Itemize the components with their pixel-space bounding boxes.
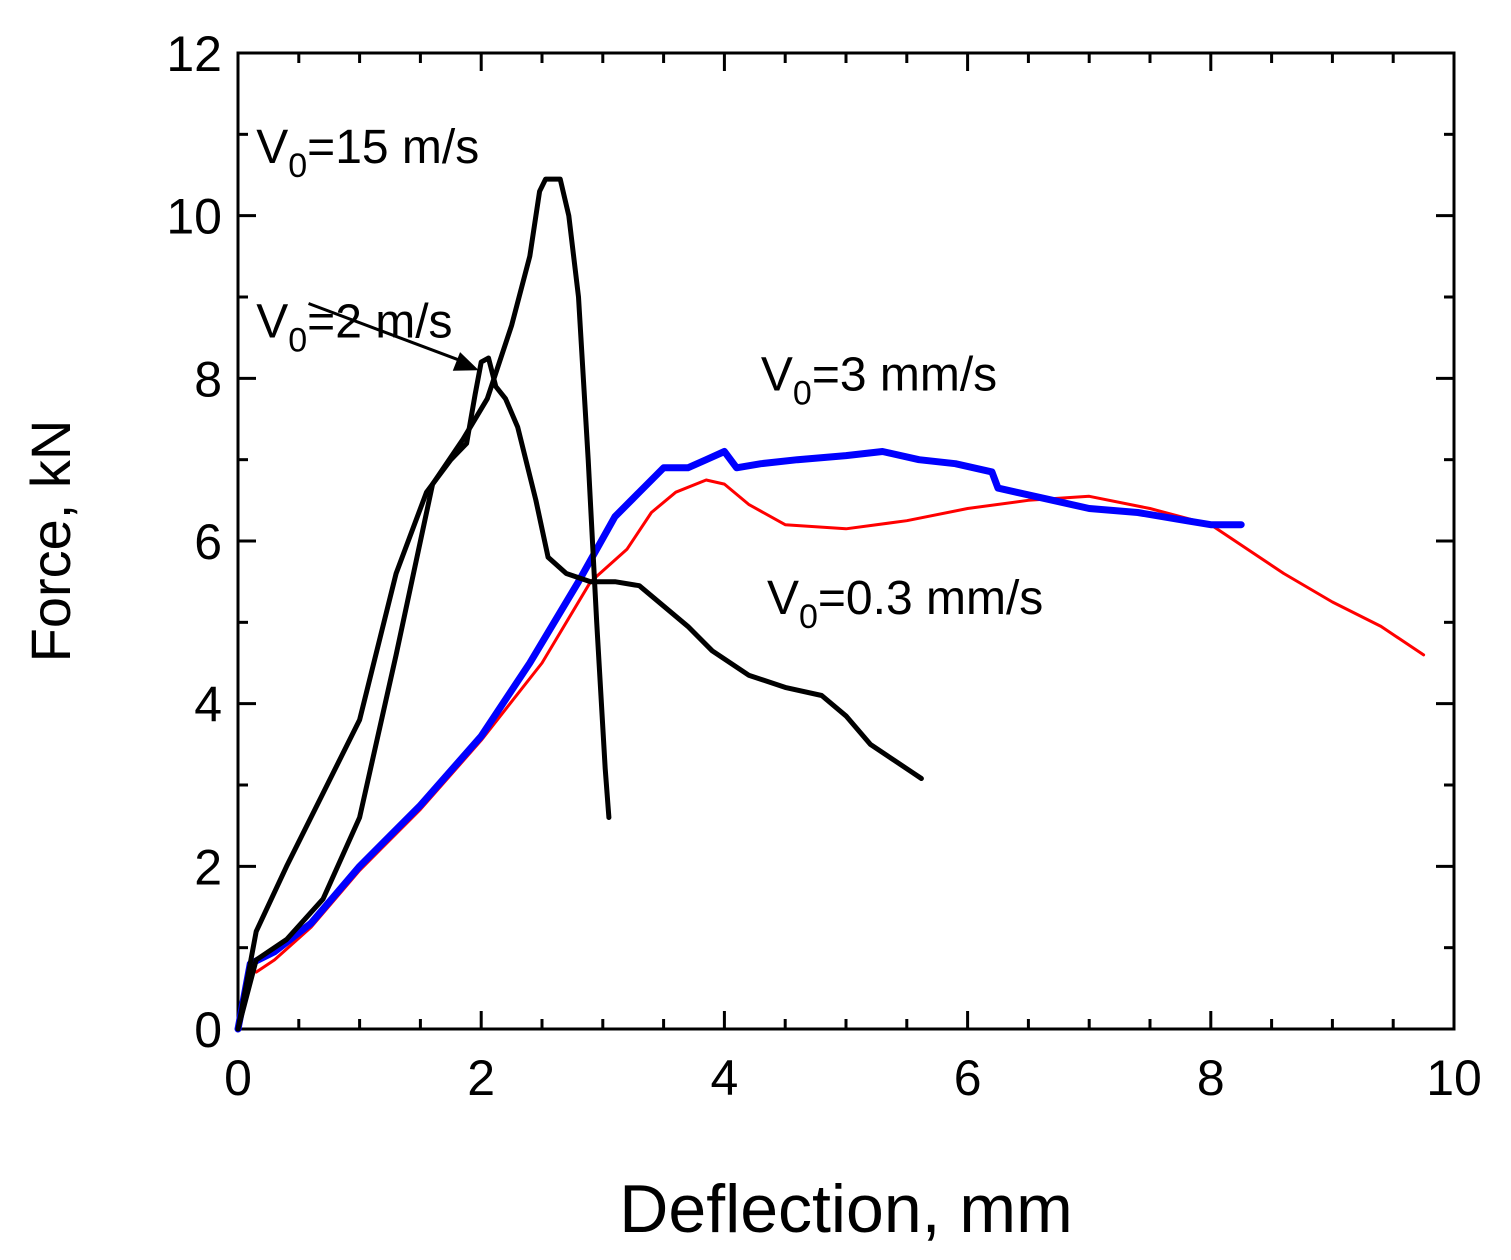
annotations: V0=15 m/s V0=2 m/s V0=3 mm/s V0=0.3 mm/s	[256, 121, 1043, 636]
x-axis-title: Deflection, mm	[619, 1171, 1072, 1247]
x-tick-label: 10	[1426, 1050, 1482, 1106]
x-tick-label: 8	[1197, 1050, 1225, 1106]
annotation-v2: V0=2 m/s	[256, 296, 452, 360]
x-tick-label: 6	[954, 1050, 982, 1106]
annotation-v3: V0=3 mm/s	[761, 349, 997, 413]
y-tick-label: 8	[194, 351, 222, 407]
series-line-v0-2-m-s	[235, 355, 924, 1032]
annotation-v15: V0=15 m/s	[256, 121, 479, 185]
series-line-v0-3-mm-s	[234, 448, 1245, 1033]
x-tick-label: 4	[710, 1050, 738, 1106]
y-tick-label: 0	[194, 1002, 222, 1058]
annotation-v03: V0=0.3 mm/s	[767, 572, 1043, 636]
tick-labels: 0 2 4 6 8 10 0 2 4 6 8 10 12	[166, 26, 1481, 1106]
axis-ticks	[236, 51, 1456, 1031]
arrow-head	[452, 352, 479, 371]
series-line-v0-0-3-mm-s	[254, 478, 1426, 974]
series-line-v0-15-m-s	[235, 176, 612, 1032]
arrow-line	[308, 302, 466, 364]
y-tick-label: 12	[166, 26, 222, 82]
series-layer	[234, 176, 1426, 1033]
x-tick-label: 0	[224, 1050, 252, 1106]
x-tick-label: 2	[467, 1050, 495, 1106]
y-tick-label: 2	[194, 839, 222, 895]
y-tick-label: 6	[194, 514, 222, 570]
y-tick-label: 10	[166, 189, 222, 245]
y-axis-title: Force, kN	[19, 420, 82, 663]
y-tick-label: 4	[194, 677, 222, 733]
